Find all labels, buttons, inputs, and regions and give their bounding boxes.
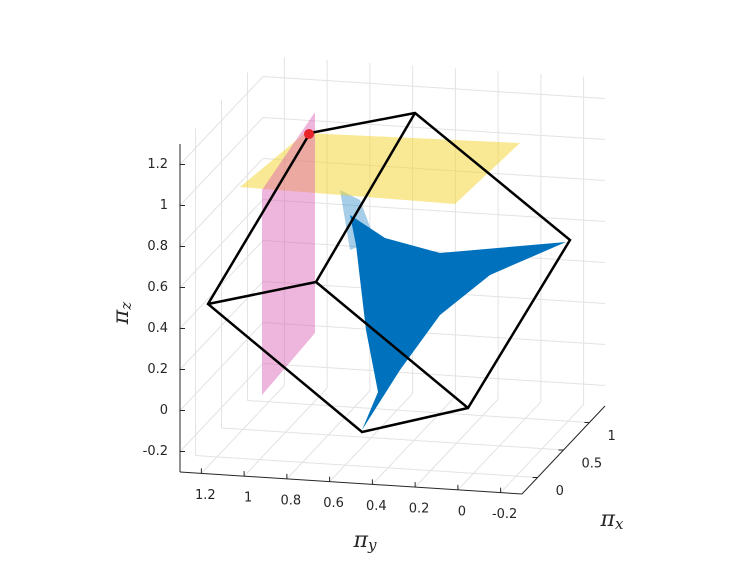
z-tick-label: 0.6 — [147, 280, 168, 295]
grid-line — [262, 322, 606, 345]
axis-line — [179, 471, 523, 495]
z-tick-label: 1.2 — [147, 157, 168, 172]
y-tick-label: 0.6 — [323, 496, 344, 511]
x-axis-label: πx — [600, 507, 624, 533]
y-axis-label: πy — [353, 528, 377, 554]
cube — [206, 111, 572, 434]
y-tick-label: 1 — [244, 491, 252, 506]
z-label-sub: z — [117, 302, 135, 311]
z-axis-label: πz — [109, 302, 135, 325]
axes: -0.2 0 0.2 0.4 0.6 0.8 1 1.2 -0.2 0 0.2 0.4 0.6 0.8 1 1… — [143, 144, 616, 522]
z-tick-label: -0.2 — [143, 444, 168, 459]
z-tick-label: 0.4 — [147, 321, 168, 336]
cube-edge — [314, 112, 417, 283]
x-label-symbol: π — [600, 507, 616, 532]
y-tick-label: -0.2 — [492, 507, 517, 522]
grid-line — [262, 199, 606, 222]
grid-line — [221, 427, 564, 451]
vertex-point — [304, 129, 314, 139]
z-label-symbol: π — [109, 309, 134, 325]
plane-y — [262, 112, 315, 395]
cloud-dense — [350, 215, 566, 430]
z-tick-label: 0.8 — [147, 239, 168, 254]
plane-z — [240, 133, 520, 204]
grid-line — [247, 400, 590, 423]
x-tick-label: 1 — [607, 429, 615, 444]
x-tick-label: 0.5 — [582, 457, 603, 472]
y-label-sub: y — [367, 536, 377, 554]
x-tick-label: 0 — [556, 484, 564, 499]
y-tick-label: 0.4 — [366, 499, 387, 514]
grid-line — [262, 76, 606, 99]
z-tick-label: 0.2 — [147, 362, 168, 377]
cloud-sparse — [340, 190, 375, 250]
scatter-cloud — [340, 190, 566, 430]
cube-edge — [315, 281, 469, 409]
y-label-symbol: π — [353, 528, 369, 553]
grid-line — [262, 363, 606, 386]
y-tick-label: 0.8 — [281, 493, 302, 508]
z-tick-label: 1 — [160, 198, 168, 213]
z-tick-label: 0 — [160, 403, 168, 418]
y-tick-label: 0 — [458, 504, 466, 519]
cube-edge — [207, 280, 317, 306]
x-label-sub: x — [615, 515, 624, 533]
y-tick-label: 1.2 — [195, 488, 216, 503]
y-tick-label: 0.2 — [409, 502, 430, 517]
grid-line — [195, 455, 538, 478]
